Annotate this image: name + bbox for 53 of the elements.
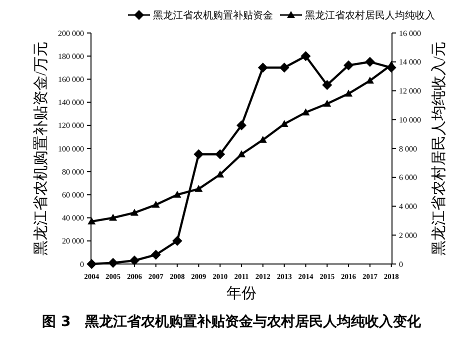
y-tick-label: 0	[80, 260, 84, 269]
point	[109, 214, 118, 221]
x-axis-title: 年份	[226, 285, 256, 302]
y-tick-label: 200 000	[58, 28, 84, 38]
legend-label: 黑龙江省农村居民人均纯收入	[305, 10, 435, 22]
y-axis-title: 黑龙江省农机购置补贴资金/万元	[32, 41, 50, 256]
point	[386, 62, 396, 73]
y-tick-label: 60 000	[62, 190, 84, 200]
point	[323, 100, 332, 107]
point	[194, 184, 203, 192]
y2-tick-label: 2 000	[399, 230, 417, 240]
point	[150, 250, 161, 260]
point	[364, 56, 375, 67]
y2-tick-label: 16 000	[399, 28, 421, 38]
point	[173, 190, 182, 198]
point	[344, 90, 353, 97]
y-tick-label: 80 000	[62, 167, 84, 176]
point	[86, 259, 97, 269]
point	[279, 62, 290, 73]
caption: 图 3 黑龙江省农机购置补贴资金与农村居民人均纯收入变化	[42, 313, 422, 330]
point	[302, 108, 310, 116]
point	[258, 62, 268, 73]
point	[215, 149, 226, 160]
point	[216, 170, 224, 178]
y-tick-label: 120 000	[58, 121, 84, 130]
y-tick-label: 140 000	[58, 98, 84, 108]
point	[152, 200, 160, 208]
point	[172, 236, 182, 246]
y-tick-label: 40 000	[62, 214, 84, 223]
y-tick-label: 180 000	[58, 52, 84, 61]
y-tick-label: 20 000	[62, 236, 84, 246]
y-tick-label: 100 000	[58, 144, 84, 154]
legend-label: 黑龙江省农机购置补贴资金	[153, 10, 273, 22]
y2-axis-title: 黑龙江省农村居民人均纯收入/元	[430, 41, 448, 256]
y2-tick-label: 4 000	[399, 202, 417, 212]
point	[88, 217, 96, 224]
y2-tick-label: 12 000	[399, 86, 421, 96]
point	[344, 60, 354, 70]
y-tick-label: 160 000	[58, 75, 84, 84]
point	[322, 80, 332, 90]
point	[366, 76, 374, 84]
y2-tick-label: 0	[399, 260, 403, 269]
point	[129, 256, 140, 266]
y2-tick-label: 6 000	[399, 173, 417, 182]
point	[130, 208, 138, 216]
y2-tick-label: 10 000	[399, 115, 421, 124]
point	[300, 51, 311, 62]
y2-tick-label: 14 000	[399, 58, 421, 67]
y2-tick-label: 8 000	[399, 144, 417, 154]
point	[238, 150, 246, 158]
point	[108, 258, 118, 268]
point	[236, 120, 246, 130]
point	[194, 149, 204, 160]
